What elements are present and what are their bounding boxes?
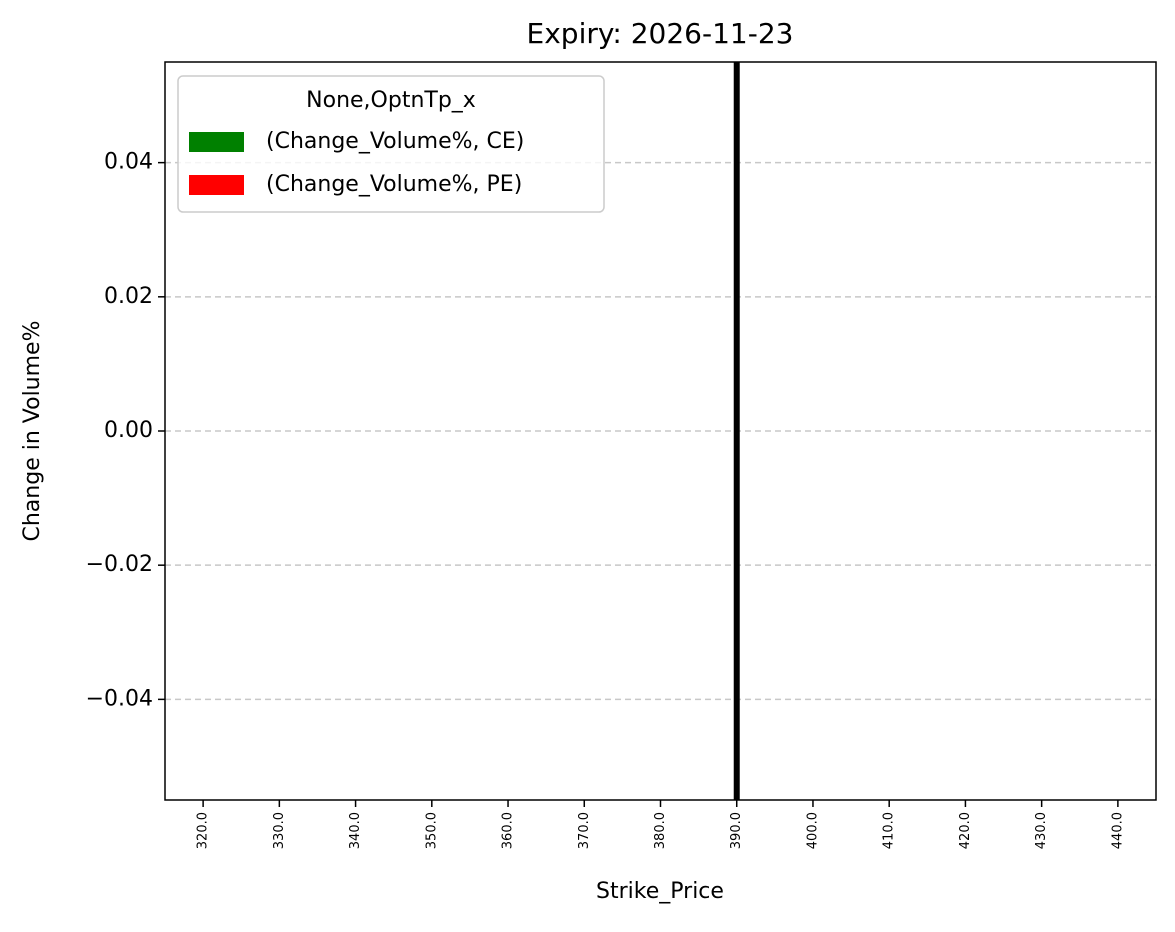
x-tick-label: 330.0 [272,812,287,849]
x-tick-label: 370.0 [577,812,592,849]
y-tick-label: −0.04 [86,686,153,711]
x-axis-label: Strike_Price [596,879,724,904]
x-tick-label: 380.0 [653,812,668,849]
y-tick-label: 0.02 [104,284,153,309]
x-tick-label: 360.0 [501,812,516,849]
y-axis-label: Change in Volume% [20,321,45,542]
x-tick-label: 440.0 [1110,812,1125,849]
legend-swatch [189,132,244,152]
legend-box [177,75,605,213]
legend-swatch [189,175,244,195]
y-tick-label: 0.00 [104,418,153,443]
legend-label: (Change_Volume%, CE) [266,129,524,154]
legend-label: (Change_Volume%, PE) [266,172,522,197]
legend-title: None,OptnTp_x [306,88,476,113]
x-tick-label: 320.0 [196,812,211,849]
plot-frame [164,61,1157,801]
x-tick-label: 430.0 [1034,812,1049,849]
x-tick-label: 390.0 [729,812,744,849]
x-tick-label: 400.0 [805,812,820,849]
x-tick-label: 350.0 [424,812,439,849]
x-tick-label: 420.0 [958,812,973,849]
y-tick-label: −0.02 [86,552,153,577]
x-tick-label: 340.0 [348,812,363,849]
x-tick-label: 410.0 [882,812,897,849]
chart-title: Expiry: 2026-11-23 [527,17,794,50]
y-tick-label: 0.04 [104,150,153,175]
